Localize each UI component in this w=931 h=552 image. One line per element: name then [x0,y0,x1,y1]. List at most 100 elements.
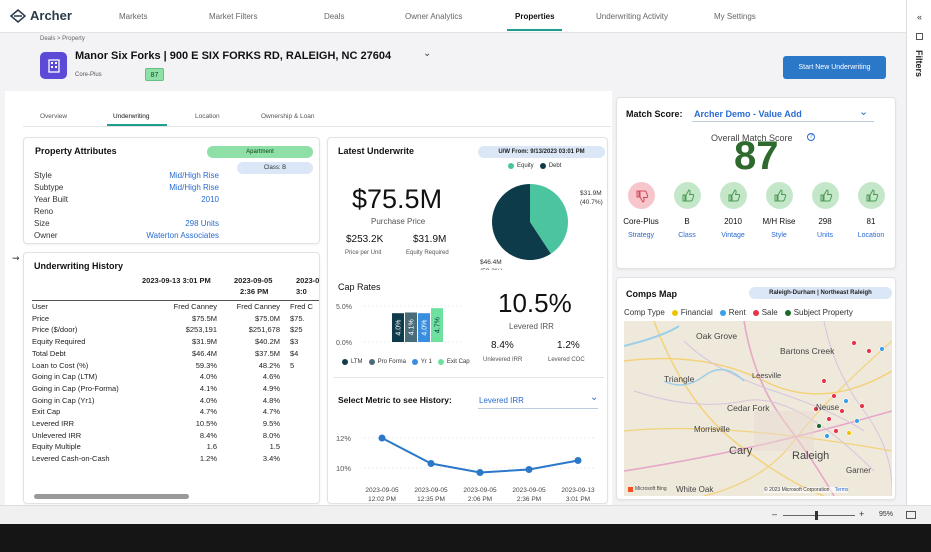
criterion-label[interactable]: Strategy [627,232,655,239]
map-pin[interactable] [846,430,852,436]
zoom-slider-thumb[interactable] [815,511,818,520]
criterion-label[interactable]: Vintage [721,232,745,239]
comp-type-name[interactable]: Rent [728,308,746,317]
map-pin[interactable] [851,340,857,346]
history-cell: $3 [290,337,299,347]
unlevered-irr-value: 8.4% [491,340,514,351]
zoom-slider[interactable] [783,515,855,516]
legend-equity: Equity [517,163,534,169]
tab-active-indicator [107,124,167,126]
irr-x-tick: 2023-09-05 [463,487,497,494]
metric-select-chevron-icon[interactable]: ⌄ [590,392,599,403]
fit-page-icon[interactable] [906,511,916,519]
history-row-label: Going in Cap (Pro-Forma) [32,383,119,393]
filter-icon[interactable] [916,33,923,40]
map-place-label: Morrisville [694,425,730,434]
pie-slice-equity[interactable] [530,184,568,254]
zoom-out-button[interactable]: – [772,509,778,519]
irr-point[interactable] [525,466,533,473]
cap-bar-yr-1[interactable] [418,313,430,342]
map-pin[interactable] [879,346,885,352]
map-pin[interactable] [831,393,837,399]
property-select-chevron-icon[interactable]: ⌄ [423,48,432,59]
irr-point[interactable] [476,469,484,476]
thumbs-up-icon [720,182,747,209]
metric-select[interactable]: Levered IRR [479,396,524,405]
history-cell: 1.5 [269,442,280,452]
left-collapse-arrow-icon[interactable]: ⇝ [12,253,20,263]
match-profile-select[interactable]: Archer Demo - Value Add [694,109,802,119]
tab-underwriting[interactable]: Underwriting [113,113,150,120]
map-pin[interactable] [854,418,860,424]
attr-value[interactable]: 298 Units [185,219,219,228]
map-pin[interactable] [833,428,839,434]
criterion-label[interactable]: Style [771,232,787,239]
start-new-underwriting-button[interactable]: Start New Underwriting [783,56,886,79]
map-pin[interactable] [813,406,819,412]
comp-type-name[interactable]: Subject Property [793,308,853,317]
cap-bar-exit-cap[interactable] [431,308,443,342]
map-pin[interactable] [826,416,832,422]
criterion-label[interactable]: Units [817,232,833,239]
nav-markets[interactable]: Markets [119,12,148,21]
map-pin[interactable] [839,408,845,414]
match-profile-chevron-icon[interactable]: ⌄ [859,106,869,118]
filters-label[interactable]: Filters [914,50,924,78]
criterion-value: 81 [866,217,876,226]
table-row: Unlevered IRR 8.4% 8.0% [32,431,319,442]
map-pin[interactable] [816,423,822,429]
underwriting-history-card: Underwriting History 2023-09-13 3:01 PM … [23,252,320,504]
irr-point[interactable] [574,457,582,464]
history-col-date-1[interactable]: 2023-09-13 3:01 PM [142,276,211,285]
expand-filters-icon[interactable]: « [917,12,923,22]
history-col-time-3: 3:0 [296,287,307,296]
strategy-tag: Core-Plus [75,72,102,78]
info-icon[interactable]: ? [807,133,815,141]
nav-market-filters[interactable]: Market Filters [209,12,258,21]
history-cell: $25 [290,325,303,335]
overall-match-score: 87 [734,134,779,178]
attr-value[interactable]: 2010 [201,195,219,204]
cap-bar-ltm[interactable] [392,313,404,342]
attr-value[interactable]: Mid/High Rise [169,183,219,192]
comp-type-name[interactable]: Financial [680,308,713,317]
nav-deals[interactable]: Deals [324,12,345,21]
history-col-date-2[interactable]: 2023-09-05 [234,276,273,285]
irr-point[interactable] [378,434,386,442]
tab-ownership-loan[interactable]: Ownership & Loan [261,113,315,120]
nav-properties[interactable]: Properties [515,12,555,21]
property-attributes-card: Property Attributes Apartment Class: B S… [23,137,320,244]
irr-point[interactable] [427,460,435,467]
cap-bar-pro-forma[interactable] [405,312,417,342]
nav-underwriting-activity[interactable]: Underwriting Activity [596,12,669,21]
breadcrumb[interactable]: Deals > Property [40,36,85,42]
pie-slice-debt[interactable] [492,184,551,260]
map-pin[interactable] [824,433,830,439]
zoom-in-button[interactable]: + [859,509,865,519]
property-title: Manor Six Forks | 900 E SIX FORKS RD, RA… [75,50,392,62]
horizontal-scrollbar[interactable] [34,494,189,499]
attr-value[interactable]: Mid/High Rise [169,171,219,180]
archer-logo[interactable]: Archer [10,8,72,23]
tab-overview[interactable]: Overview [40,113,68,120]
history-cell: 10.5% [195,419,217,428]
history-cell: $251,678 [248,325,280,335]
history-col-date-3[interactable]: 2023-09- [296,276,320,285]
terms-link[interactable]: Terms [834,487,849,493]
map-pin[interactable] [843,398,849,404]
thumbs-up-icon [858,182,885,209]
comp-type-name[interactable]: Sale [761,308,778,317]
criterion-label[interactable]: Location [857,232,885,239]
tab-location[interactable]: Location [195,113,220,120]
comps-map[interactable]: Oak Grove Bartons Creek Triangle Leesvil… [624,321,892,496]
nav-my-settings[interactable]: My Settings [714,12,756,21]
cap-legend-dot [411,359,418,365]
map-pin[interactable] [821,378,827,384]
irr-x-tick: 3:01 PM [566,496,590,503]
map-pin[interactable] [859,403,865,409]
attr-value[interactable]: Waterton Associates [146,231,219,240]
criterion-label[interactable]: Class [678,232,696,239]
nav-owner-analytics[interactable]: Owner Analytics [405,12,463,21]
irr-x-tick: 12:02 PM [368,496,396,503]
map-pin[interactable] [866,348,872,354]
